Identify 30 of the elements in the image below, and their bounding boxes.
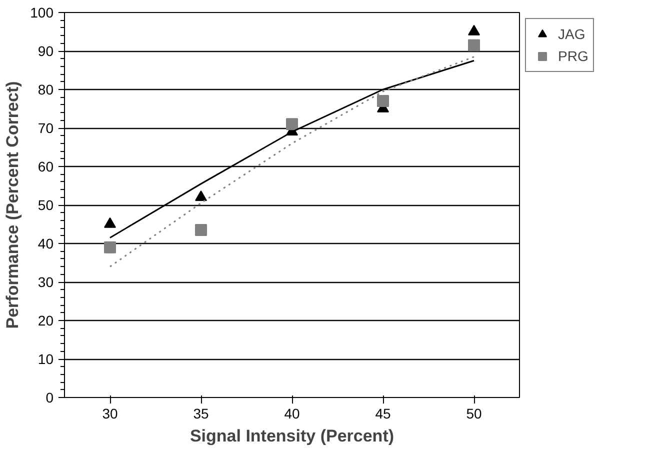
y-tick-label: 70 xyxy=(38,120,54,136)
y-tick-label: 60 xyxy=(38,158,54,174)
x-tick-label: 35 xyxy=(193,406,209,422)
x-tick-label: 50 xyxy=(466,406,482,422)
legend-label: PRG xyxy=(558,48,588,64)
point xyxy=(286,118,298,130)
x-axis-title: Signal Intensity (Percent) xyxy=(190,426,394,446)
y-tick-label: 10 xyxy=(38,351,54,367)
x-tick-label: 45 xyxy=(375,406,391,422)
point xyxy=(104,241,116,254)
line-series xyxy=(109,56,475,268)
y-tick-label: 0 xyxy=(46,390,54,406)
line-series xyxy=(109,60,475,238)
y-tick-label: 80 xyxy=(38,82,54,98)
x-tick-label: 30 xyxy=(102,406,118,422)
y-tick-label: 100 xyxy=(30,4,54,20)
y-tick-label: 50 xyxy=(38,197,54,213)
y-axis-title: Performance (Percent Correct) xyxy=(3,81,22,329)
y-tick-label: 40 xyxy=(38,236,54,252)
x-tick-label: 40 xyxy=(284,406,300,422)
point xyxy=(104,217,116,228)
point xyxy=(468,39,480,52)
legend-label: JAG xyxy=(558,26,586,42)
y-tick-label: 90 xyxy=(38,43,54,59)
point xyxy=(195,224,207,236)
point xyxy=(195,190,207,201)
y-tick-label: 20 xyxy=(38,312,54,328)
y-tick-label: 30 xyxy=(38,274,54,290)
point xyxy=(468,24,480,36)
point xyxy=(377,95,389,108)
